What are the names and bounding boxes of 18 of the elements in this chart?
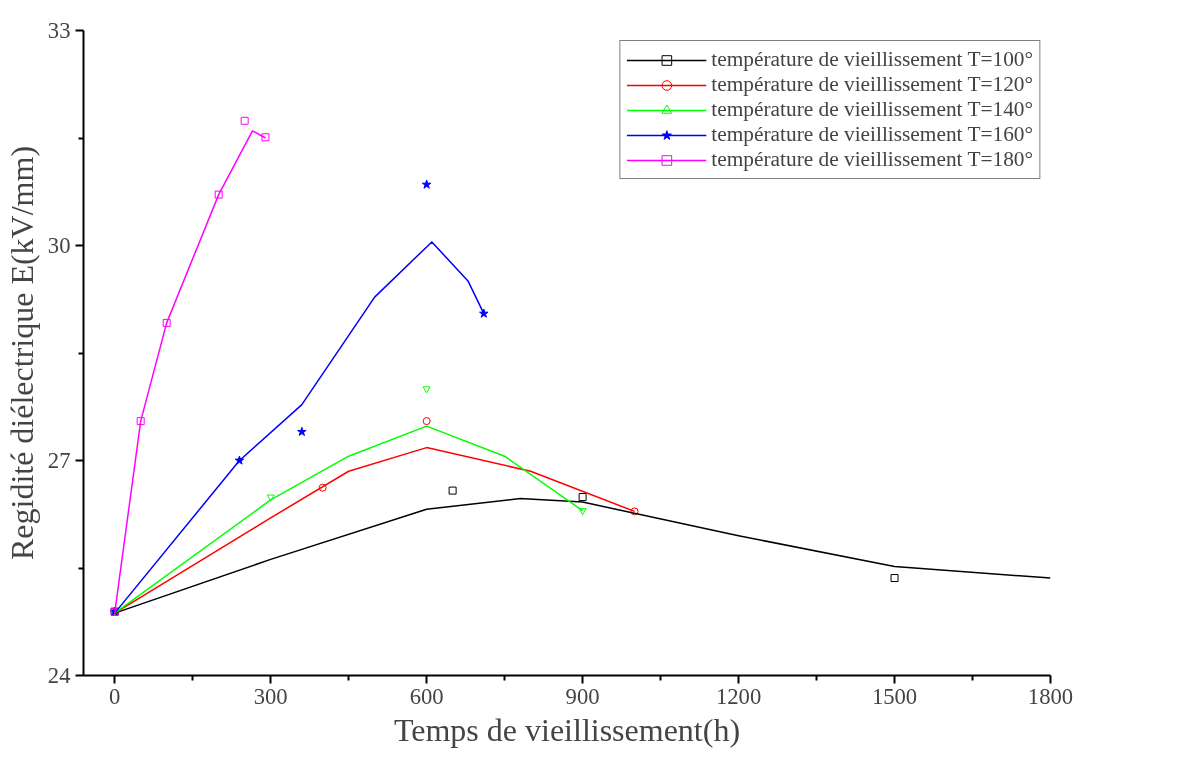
legend-label: température de vieillissement T=100°: [711, 47, 1033, 72]
y-axis-title: Regidité diélectrique E(kV/mm): [3, 145, 40, 561]
y-tick-label: 24: [47, 663, 71, 688]
x-tick-label: 0: [109, 683, 121, 709]
legend-label: température de vieillissement T=120°: [711, 72, 1033, 97]
legend-label: température de vieillissement T=180°: [711, 147, 1033, 172]
x-tick-label: 1200: [715, 683, 762, 709]
x-axis-title: Temps de vieillissement(h): [393, 711, 741, 748]
x-tick-label: 1500: [871, 683, 918, 709]
y-tick-label: 27: [47, 448, 71, 473]
x-tick-label: 900: [565, 683, 600, 709]
y-tick-label: 33: [47, 18, 71, 43]
legend-label: température de vieillissement T=140°: [711, 97, 1033, 122]
y-tick-label: 30: [47, 233, 71, 258]
legend-label: température de vieillissement T=160°: [711, 122, 1033, 147]
x-tick-label: 1800: [1027, 683, 1074, 709]
x-tick-label: 300: [253, 683, 288, 709]
x-tick-label: 600: [409, 683, 444, 709]
